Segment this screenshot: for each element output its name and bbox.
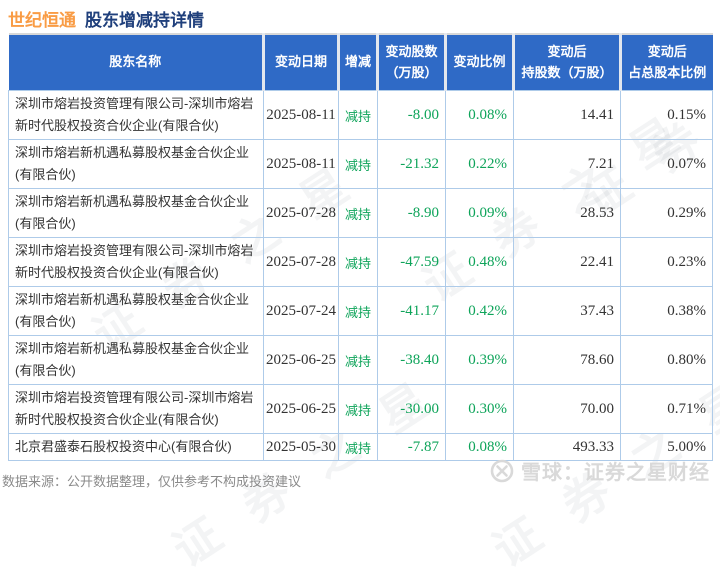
cell-change-date: 2025-08-11	[263, 90, 339, 140]
cell-after-ratio: 0.80%	[620, 335, 713, 385]
cell-shareholder-name: 深圳市熔岩新机遇私募股权基金合伙企业(有限合伙)	[8, 335, 264, 385]
cell-change-ratio: 0.42%	[445, 286, 514, 336]
cell-change-ratio: 0.22%	[445, 139, 514, 189]
cell-change-date: 2025-07-28	[263, 237, 339, 287]
cell-action: 减持	[338, 188, 378, 238]
cell-change-date: 2025-05-30	[263, 433, 339, 461]
cell-shareholder-name: 深圳市熔岩投资管理有限公司-深圳市熔岩新时代股权投资合伙企业(有限合伙)	[8, 237, 264, 287]
column-header-change-ratio: 变动比例	[444, 34, 514, 91]
cell-action: 减持	[338, 286, 378, 336]
brand-watermark: 雪球：证券之星财经	[490, 456, 710, 485]
cell-action: 减持	[338, 237, 378, 287]
cell-change-shares: -41.17	[377, 286, 446, 336]
cell-after-ratio: 0.15%	[620, 90, 713, 140]
cell-action: 减持	[338, 90, 378, 140]
cell-shareholder-name: 深圳市熔岩新机遇私募股权基金合伙企业(有限合伙)	[8, 188, 264, 238]
table-row: 深圳市熔岩新机遇私募股权基金合伙企业(有限合伙) 2025-08-11 减持 -…	[8, 139, 713, 189]
cell-change-shares: -47.59	[377, 237, 446, 287]
brand-watermark-text: 雪球：证券之星财经	[521, 462, 710, 484]
column-header-after-shares: 变动后 持股数（万股）	[512, 34, 621, 91]
cell-after-ratio: 0.29%	[620, 188, 713, 238]
cell-shareholder-name: 深圳市熔岩投资管理有限公司-深圳市熔岩新时代股权投资合伙企业(有限合伙)	[8, 90, 264, 140]
column-header-after-ratio: 变动后 占总股本比例	[619, 34, 713, 91]
column-header-change-shares: 变动股数 （万股）	[376, 34, 446, 91]
cell-change-ratio: 0.48%	[445, 237, 514, 287]
cell-after-shares: 28.53	[513, 188, 621, 238]
cell-action: 减持	[338, 139, 378, 189]
cell-after-shares: 7.21	[513, 139, 621, 189]
cell-after-ratio: 0.38%	[620, 286, 713, 336]
cell-after-ratio: 5.00%	[620, 433, 713, 461]
column-header-shareholder-name: 股东名称	[8, 34, 264, 91]
cell-change-shares: -38.40	[377, 335, 446, 385]
cell-after-ratio: 0.07%	[620, 139, 713, 189]
table-row: 北京君盛泰石股权投资中心(有限合伙) 2025-05-30 减持 -7.87 0…	[8, 433, 713, 461]
cell-shareholder-name: 深圳市熔岩新机遇私募股权基金合伙企业(有限合伙)	[8, 139, 264, 189]
cell-after-shares: 70.00	[513, 384, 621, 434]
cell-change-ratio: 0.09%	[445, 188, 514, 238]
cell-change-date: 2025-06-25	[263, 335, 339, 385]
data-source-note: 数据来源：公开数据整理，仅供参考不构成投资建议	[2, 474, 302, 489]
cell-after-shares: 37.43	[513, 286, 621, 336]
column-header-change-date: 变动日期	[262, 34, 339, 91]
cell-change-shares: -7.87	[377, 433, 446, 461]
table-row: 深圳市熔岩投资管理有限公司-深圳市熔岩新时代股权投资合伙企业(有限合伙) 202…	[8, 90, 713, 140]
table-row: 深圳市熔岩投资管理有限公司-深圳市熔岩新时代股权投资合伙企业(有限合伙) 202…	[8, 384, 713, 434]
cell-action: 减持	[338, 433, 378, 461]
cell-after-shares: 78.60	[513, 335, 621, 385]
table-row: 深圳市熔岩新机遇私募股权基金合伙企业(有限合伙) 2025-06-25 减持 -…	[8, 335, 713, 385]
table-row: 深圳市熔岩投资管理有限公司-深圳市熔岩新时代股权投资合伙企业(有限合伙) 202…	[8, 237, 713, 287]
title-section-label: 股东增减持详情	[85, 11, 204, 30]
holdings-change-table: 股东名称 变动日期 增减 变动股数 （万股） 变动比例 变动后 持股数（万股） …	[8, 33, 713, 461]
cell-shareholder-name: 深圳市熔岩投资管理有限公司-深圳市熔岩新时代股权投资合伙企业(有限合伙)	[8, 384, 264, 434]
cell-shareholder-name: 深圳市熔岩新机遇私募股权基金合伙企业(有限合伙)	[8, 286, 264, 336]
column-header-action: 增减	[337, 34, 378, 91]
cell-change-date: 2025-07-28	[263, 188, 339, 238]
cell-change-date: 2025-06-25	[263, 384, 339, 434]
page: 证券之星 证券之星 证券之星 证券之星 证券之星 世纪恒通 股东增减持详情 股东名…	[2, 4, 720, 576]
cell-change-shares: -30.00	[377, 384, 446, 434]
cell-change-date: 2025-08-11	[263, 139, 339, 189]
cell-change-ratio: 0.08%	[445, 90, 514, 140]
cell-shareholder-name: 北京君盛泰石股权投资中心(有限合伙)	[8, 433, 264, 461]
cell-after-shares: 14.41	[513, 90, 621, 140]
stock-name: 世纪恒通	[8, 11, 76, 30]
cell-change-shares: -8.90	[377, 188, 446, 238]
cell-after-ratio: 0.23%	[620, 237, 713, 287]
xueqiu-logo-icon	[490, 459, 514, 483]
cell-action: 减持	[338, 384, 378, 434]
cell-change-date: 2025-07-24	[263, 286, 339, 336]
table-row: 深圳市熔岩新机遇私募股权基金合伙企业(有限合伙) 2025-07-28 减持 -…	[8, 188, 713, 238]
cell-change-shares: -8.00	[377, 90, 446, 140]
cell-change-ratio: 0.39%	[445, 335, 514, 385]
page-title: 世纪恒通 股东增减持详情	[8, 6, 204, 31]
cell-change-shares: -21.32	[377, 139, 446, 189]
cell-after-ratio: 0.71%	[620, 384, 713, 434]
table-row: 深圳市熔岩新机遇私募股权基金合伙企业(有限合伙) 2025-07-24 减持 -…	[8, 286, 713, 336]
cell-action: 减持	[338, 335, 378, 385]
cell-change-ratio: 0.30%	[445, 384, 514, 434]
table-header-row: 股东名称 变动日期 增减 变动股数 （万股） 变动比例 变动后 持股数（万股） …	[8, 34, 713, 91]
cell-after-shares: 22.41	[513, 237, 621, 287]
